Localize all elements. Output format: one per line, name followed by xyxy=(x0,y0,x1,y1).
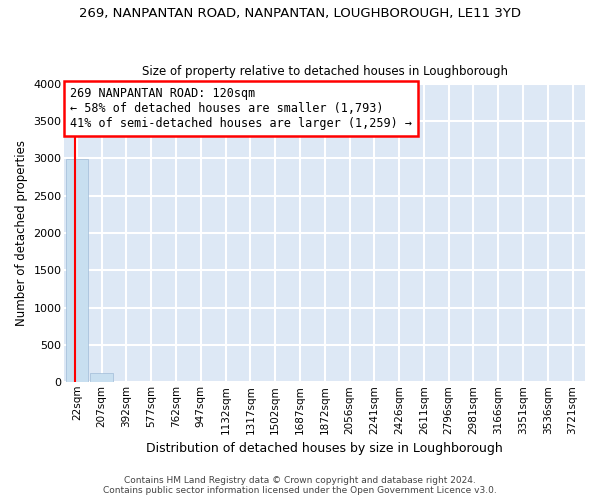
Text: 269, NANPANTAN ROAD, NANPANTAN, LOUGHBOROUGH, LE11 3YD: 269, NANPANTAN ROAD, NANPANTAN, LOUGHBOR… xyxy=(79,8,521,20)
Title: Size of property relative to detached houses in Loughborough: Size of property relative to detached ho… xyxy=(142,66,508,78)
X-axis label: Distribution of detached houses by size in Loughborough: Distribution of detached houses by size … xyxy=(146,442,503,455)
Bar xyxy=(65,159,88,382)
Bar xyxy=(91,373,113,382)
Y-axis label: Number of detached properties: Number of detached properties xyxy=(15,140,28,326)
Text: Contains HM Land Registry data © Crown copyright and database right 2024.
Contai: Contains HM Land Registry data © Crown c… xyxy=(103,476,497,495)
Text: 269 NANPANTAN ROAD: 120sqm
← 58% of detached houses are smaller (1,793)
41% of s: 269 NANPANTAN ROAD: 120sqm ← 58% of deta… xyxy=(70,87,412,130)
